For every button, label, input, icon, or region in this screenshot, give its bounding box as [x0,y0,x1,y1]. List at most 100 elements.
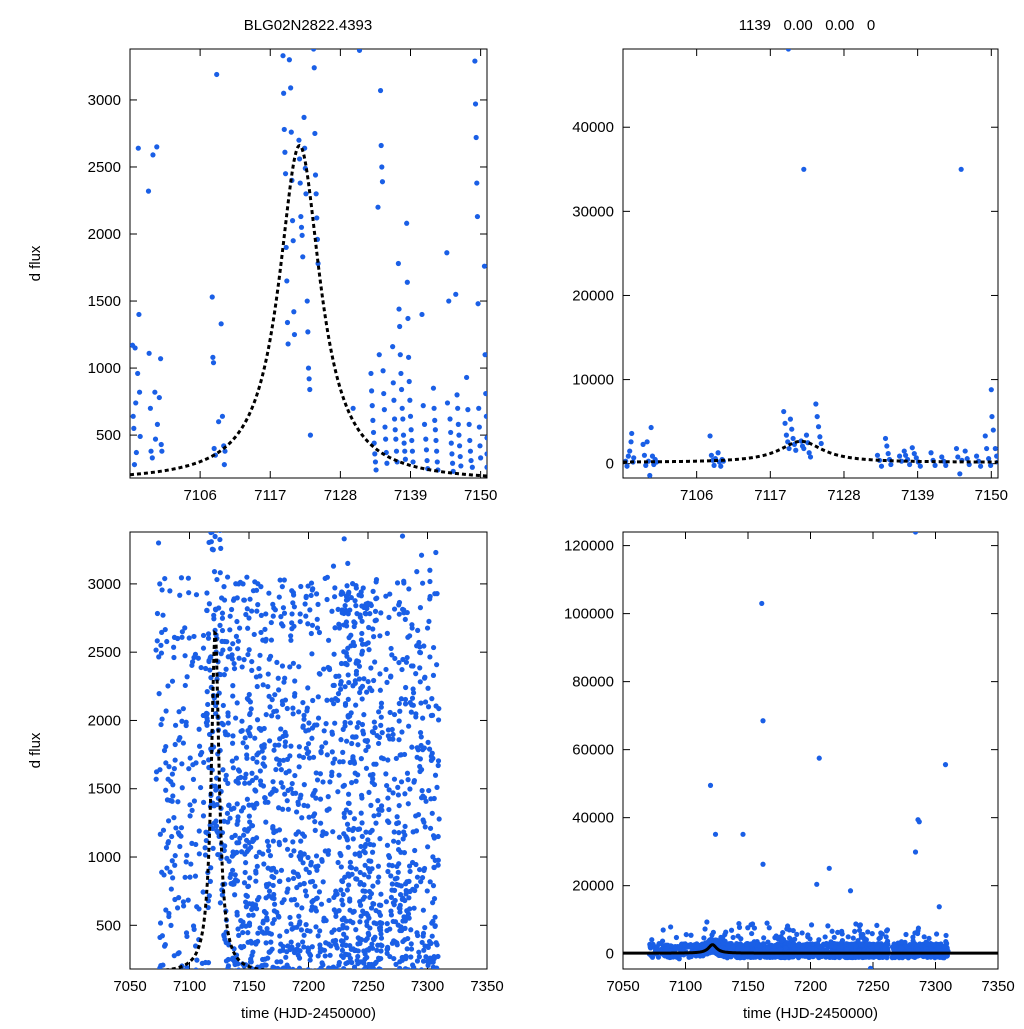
data-point [394,881,400,888]
data-point [345,696,351,702]
data-point [400,955,407,961]
data-point [204,829,210,836]
data-point [359,721,366,728]
data-point [260,682,266,688]
data-point [688,932,694,938]
data-point [347,898,353,904]
data-point [263,940,269,946]
data-point [401,829,407,835]
data-point [235,646,241,652]
data-point [339,878,346,885]
data-point [917,942,924,948]
data-point [839,931,845,937]
data-point [384,921,390,927]
data-point [218,516,223,521]
data-point [749,921,756,927]
data-point [883,940,889,947]
data-point [412,847,418,854]
data-point [431,968,433,969]
data-point [410,690,417,696]
data-point [228,606,235,613]
data-point [172,757,178,763]
data-point [266,590,272,596]
data-point [397,352,403,358]
data-point [191,633,197,640]
data-point [341,931,347,937]
data-point [338,737,344,743]
data-point [189,807,195,813]
data-point [339,947,346,953]
data-point [249,770,255,776]
data-point [156,691,162,697]
data-point [375,863,381,869]
data-point [708,936,715,942]
data-point [417,665,423,671]
data-point [372,725,378,731]
data-point [163,787,169,793]
data-point [189,840,195,846]
data-point [390,900,397,906]
data-point [378,942,384,948]
data-point [330,938,336,944]
data-point [182,874,188,880]
data-point [353,734,359,740]
data-point [353,660,359,666]
data-point [301,114,307,120]
data-point [421,421,428,427]
data-point [171,815,177,821]
data-point [432,772,439,778]
data-point [172,862,178,868]
data-point [343,650,349,656]
data-point [266,949,272,955]
data-point [153,769,160,775]
data-point [328,943,334,949]
data-point [270,920,276,926]
data-point [628,439,634,445]
data-point [368,802,374,808]
data-point [371,781,378,788]
x-tick-label: 7050 [113,978,146,995]
data-point [312,827,318,833]
data-point [299,970,304,975]
data-point [212,478,217,483]
data-point [247,875,253,881]
data-point [300,723,306,729]
data-point [372,459,379,465]
data-point [378,610,384,616]
data-point [135,370,141,377]
data-point [884,927,891,933]
data-point [153,647,159,653]
data-point [943,462,949,468]
data-point [310,754,317,760]
data-point [377,969,382,974]
data-point [341,810,347,816]
data-point [371,634,377,640]
data-point [176,969,181,974]
data-point [368,665,374,671]
data-point [242,735,248,741]
data-point [757,943,763,949]
data-point [292,691,298,697]
data-point [190,776,197,782]
data-point [390,731,396,738]
data-point [942,943,948,949]
data-point [343,942,349,949]
data-point [279,663,286,669]
data-point [429,920,435,926]
data-point [322,848,328,854]
data-point [278,767,284,773]
data-point [814,941,820,947]
data-point [368,905,375,911]
data-point [230,683,236,689]
data-point [290,705,296,711]
data-point [206,601,212,607]
data-point [730,944,736,950]
data-point [399,666,405,673]
data-point [990,427,996,433]
data-point [220,702,226,709]
data-point [391,776,398,782]
data-point [421,819,427,825]
data-point [265,955,271,961]
data-point [448,440,454,446]
